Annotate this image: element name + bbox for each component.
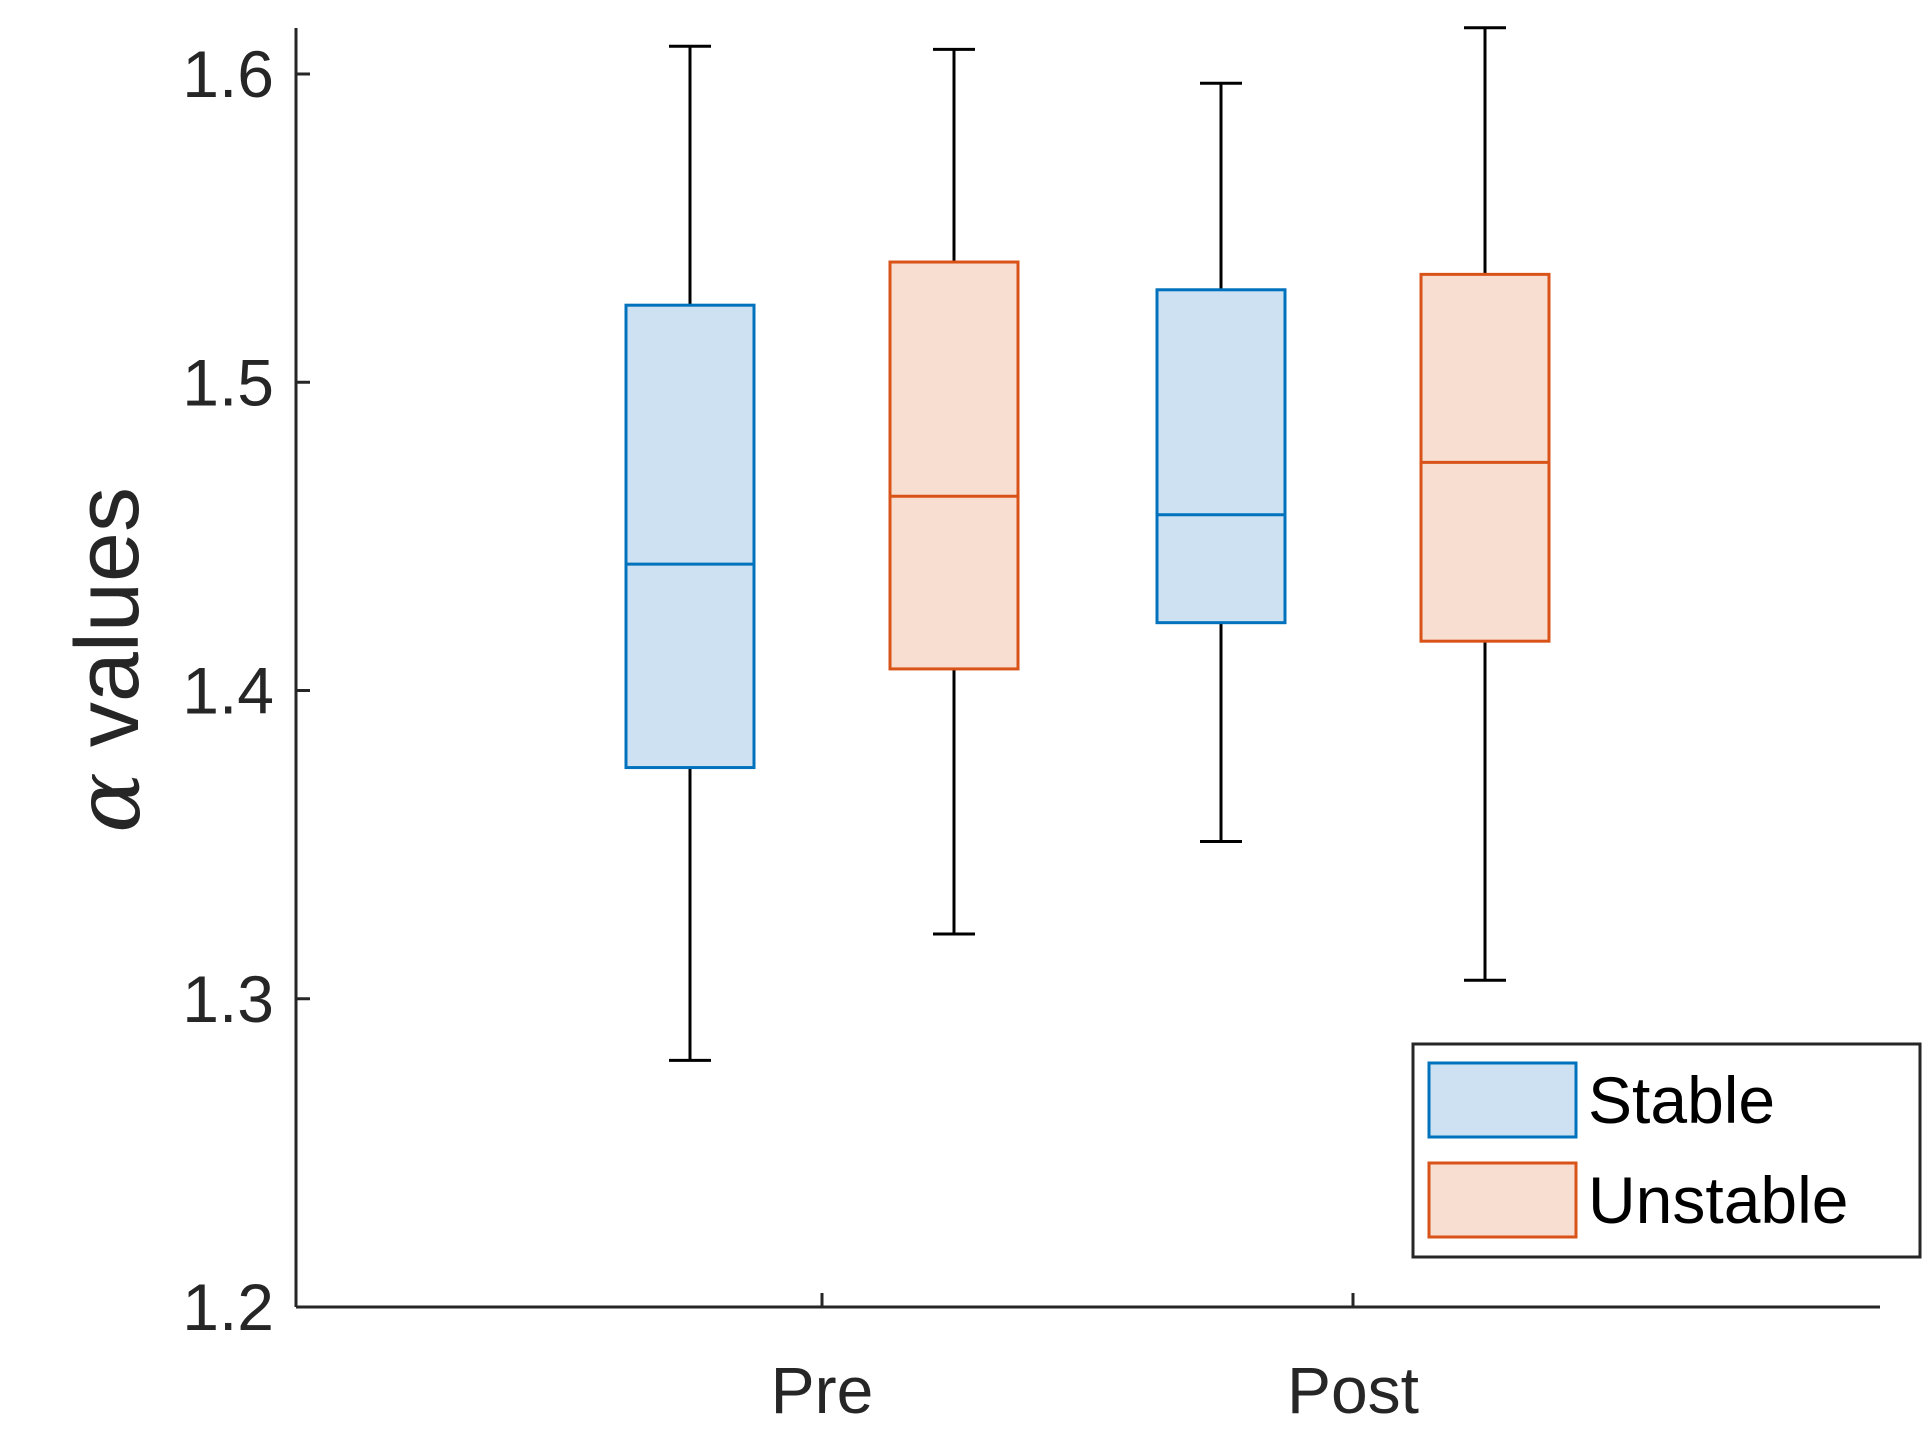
boxes xyxy=(626,28,1549,1061)
y-tick-label: 1.5 xyxy=(182,345,274,419)
legend-swatch-stable xyxy=(1429,1063,1576,1137)
box-stable-pre xyxy=(626,46,754,1060)
y-tick-label: 1.6 xyxy=(182,37,274,111)
y-axis-title: α values xyxy=(56,487,161,833)
iqr-box xyxy=(890,262,1018,669)
box-stable-post xyxy=(1157,83,1285,841)
x-tick-label: Pre xyxy=(771,1353,874,1427)
iqr-box xyxy=(1157,290,1285,623)
y-axis-title-text: values xyxy=(58,487,158,747)
legend-label-stable: Stable xyxy=(1588,1063,1775,1137)
iqr-box xyxy=(626,305,754,767)
x-tick-label: Post xyxy=(1287,1353,1419,1427)
iqr-box xyxy=(1421,274,1549,641)
legend-label-unstable: Unstable xyxy=(1588,1163,1849,1237)
boxplot-chart: 1.2 1.3 1.4 1.5 1.6 Pre Post α values Stable … xyxy=(0,0,1929,1432)
y-tick-label: 1.4 xyxy=(182,654,274,728)
box-unstable-pre xyxy=(890,49,1018,934)
y-axis-title-symbol: α xyxy=(56,772,161,833)
y-tick-label: 1.2 xyxy=(182,1270,274,1344)
y-axis-title-space xyxy=(58,747,158,772)
y-ticks: 1.2 1.3 1.4 1.5 1.6 xyxy=(182,37,310,1344)
box-unstable-post xyxy=(1421,28,1549,980)
legend-swatch-unstable xyxy=(1429,1163,1576,1237)
legend: Stable Unstable xyxy=(1413,1044,1920,1257)
y-tick-label: 1.3 xyxy=(182,962,274,1036)
x-ticks: Pre Post xyxy=(771,1293,1419,1427)
